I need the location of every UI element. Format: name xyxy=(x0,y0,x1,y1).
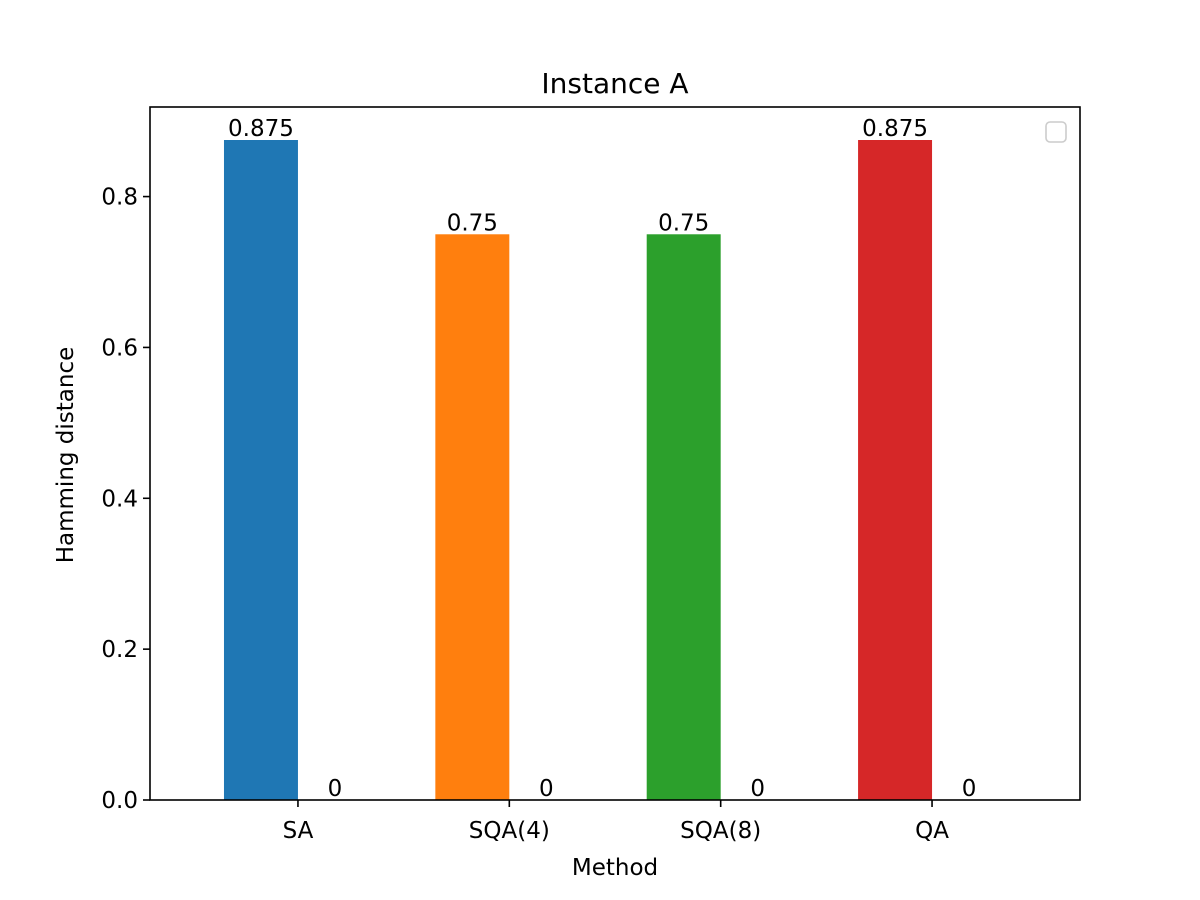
x-axis: SA SQA(4) SQA(8) QA xyxy=(283,800,949,844)
bar-sa-series-1 xyxy=(223,140,298,800)
bar-sqa-4-series-1 xyxy=(435,234,510,801)
y-axis-label: Hamming distance xyxy=(53,347,79,564)
data-label: 0.75 xyxy=(447,210,498,236)
bar-sqa-8-series-1 xyxy=(646,234,721,801)
legend xyxy=(1045,121,1067,143)
y-axis: 0.0 0.2 0.4 0.6 0.8 xyxy=(101,185,150,814)
x-axis-label: Method xyxy=(572,855,658,881)
y-tick-label: 0.2 xyxy=(101,637,138,663)
y-tick-label: 0.0 xyxy=(101,788,138,814)
data-label: 0.875 xyxy=(228,116,294,142)
data-labels-group: 0.875 0.75 0.75 0.875 0 0 0 0 xyxy=(228,116,976,802)
x-tick-label: SA xyxy=(283,818,314,844)
x-tick-label: SQA(4) xyxy=(469,818,550,844)
y-tick-label: 0.6 xyxy=(101,335,138,361)
chart-title: Instance A xyxy=(541,67,688,100)
data-label: 0.875 xyxy=(862,116,928,142)
plot-frame xyxy=(149,106,1081,801)
y-tick-label: 0.4 xyxy=(101,486,138,512)
bar-qa-series-1 xyxy=(858,140,933,800)
bars-group xyxy=(223,140,933,801)
data-label: 0 xyxy=(962,776,977,802)
x-tick-label: QA xyxy=(915,818,949,844)
data-label: 0 xyxy=(539,776,554,802)
data-label: 0 xyxy=(328,776,343,802)
x-tick-label: SQA(8) xyxy=(680,818,761,844)
data-label: 0.75 xyxy=(658,210,709,236)
y-tick-label: 0.8 xyxy=(101,185,138,211)
data-label: 0 xyxy=(750,776,765,802)
